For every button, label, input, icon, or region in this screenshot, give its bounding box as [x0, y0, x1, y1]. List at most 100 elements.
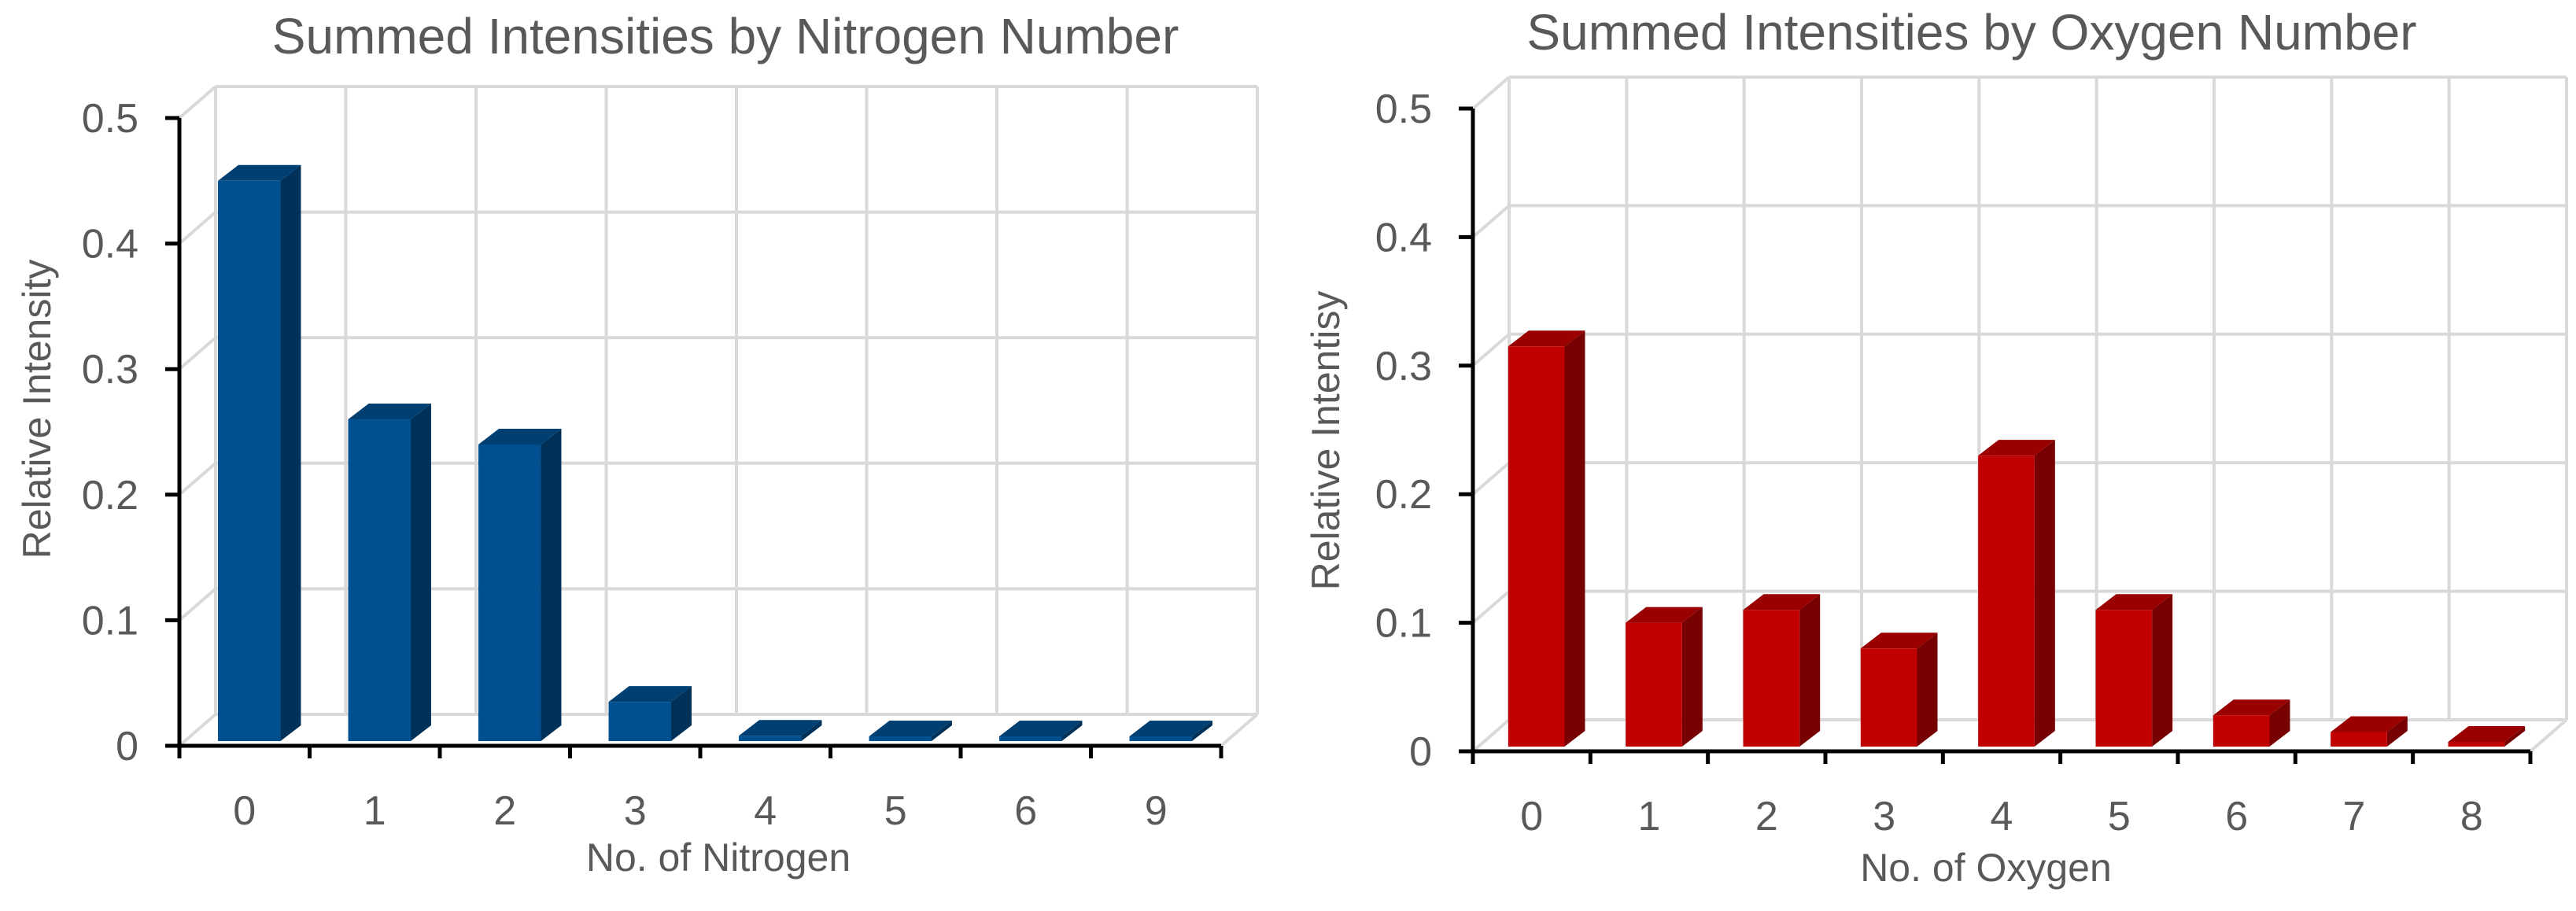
- oxygen-x-axis-label: No. of Oxygen: [1860, 846, 2112, 890]
- bar-top: [999, 721, 1083, 736]
- y-tick-label: 0.1: [1375, 601, 1432, 647]
- y-tick-label: 0.5: [1375, 87, 1432, 132]
- side-wall-gridline: [178, 587, 217, 621]
- bar-side: [1061, 721, 1083, 741]
- oxygen-y-ticks: 0 0.1 0.2 0.3 0.4 0.5: [1375, 87, 1473, 775]
- y-tick-label: 0: [1409, 729, 1432, 775]
- floor-edge: [2529, 718, 2568, 753]
- y-tick-label: 0.4: [1375, 215, 1432, 260]
- x-tick-label: 5: [884, 788, 907, 834]
- bar-top: [1978, 440, 2055, 456]
- oxygen-chart: Summed Intensities by Oxygen Number 0 0.1…: [1304, 4, 2568, 890]
- bar-top: [1743, 594, 1821, 610]
- bar: [1129, 736, 1192, 741]
- floor-edge: [1220, 713, 1259, 747]
- bar: [2448, 742, 2505, 747]
- bar-top: [218, 164, 301, 181]
- side-wall-gridline: [178, 85, 217, 120]
- nitrogen-axes: [177, 118, 1223, 758]
- bar: [1508, 346, 1565, 747]
- bar-side: [2504, 726, 2526, 747]
- bar-side: [410, 404, 431, 741]
- nitrogen-chart-title: Summed Intensities by Nitrogen Number: [272, 8, 1179, 65]
- y-tick-label: 0.5: [82, 96, 138, 142]
- oxygen-x-ticks: 0 1 2 3 4 5 6 7 8: [1520, 794, 2483, 839]
- nitrogen-bars: [218, 164, 1212, 742]
- y-tick-label: 0.1: [82, 598, 138, 644]
- side-wall-gridline: [1471, 204, 1511, 238]
- x-tick-label: 1: [1638, 794, 1661, 839]
- y-tick-label: 0.4: [82, 222, 138, 267]
- bar-top: [739, 720, 822, 736]
- x-tick-label: 7: [2343, 794, 2366, 839]
- oxygen-y-axis-label: Relative Intentisy: [1304, 291, 1348, 591]
- bar-top: [1860, 633, 1938, 649]
- bar: [608, 702, 671, 741]
- bar-top: [2095, 594, 2173, 610]
- bar-side: [670, 686, 692, 741]
- y-tick-label: 0.3: [1375, 344, 1432, 389]
- bar: [1860, 648, 1917, 747]
- side-wall-gridline: [1471, 461, 1511, 496]
- bar-side: [2269, 699, 2290, 747]
- bar-side: [541, 428, 562, 741]
- side-wall-gridline: [178, 462, 217, 496]
- x-tick-label: 8: [2460, 794, 2483, 839]
- bar: [2212, 715, 2270, 747]
- x-tick-label: 3: [624, 788, 647, 834]
- bar: [1978, 456, 2035, 747]
- nitrogen-gridlines: [178, 85, 1259, 747]
- bar-side: [801, 720, 822, 741]
- side-wall-gridline: [1471, 718, 1511, 753]
- bar-top: [608, 686, 692, 703]
- bar-side: [931, 721, 952, 741]
- bar-side: [2152, 594, 2173, 747]
- bar: [218, 180, 281, 742]
- bar-side: [2034, 440, 2055, 747]
- nitrogen-x-ticks: 0 1 2 3 4 5 6 9: [233, 788, 1167, 834]
- x-tick-label: 4: [754, 788, 777, 834]
- nitrogen-chart: Summed Intensities by Nitrogen Number 00…: [15, 8, 1259, 880]
- bar-top: [1508, 330, 1585, 347]
- side-wall-gridline: [178, 211, 217, 245]
- y-tick-label: 0.3: [82, 347, 138, 393]
- x-tick-label: 9: [1145, 788, 1168, 834]
- bar: [478, 444, 541, 741]
- bar: [739, 736, 802, 741]
- nitrogen-y-axis-label: Relative Intensity: [15, 260, 59, 559]
- bar: [1743, 610, 1800, 747]
- x-tick-label: 2: [493, 788, 516, 834]
- x-tick-label: 0: [233, 788, 256, 834]
- x-tick-label: 2: [1755, 794, 1778, 839]
- bar-top: [348, 404, 431, 420]
- bar-top: [1626, 607, 1703, 623]
- bar: [348, 419, 411, 741]
- side-wall-gridline: [1471, 76, 1511, 110]
- bar: [869, 736, 932, 741]
- x-tick-label: 5: [2108, 794, 2131, 839]
- x-tick-label: 6: [2225, 794, 2248, 839]
- x-tick-label: 6: [1014, 788, 1037, 834]
- bar-side: [1799, 594, 1821, 747]
- y-tick-label: 0.2: [1375, 472, 1432, 518]
- side-wall-gridline: [1471, 590, 1511, 625]
- bar-top: [2448, 726, 2526, 742]
- bar: [1626, 622, 1682, 747]
- bar-top: [869, 721, 952, 736]
- bar-top: [478, 428, 562, 444]
- bar: [2095, 610, 2153, 747]
- bar-top: [2331, 716, 2408, 732]
- x-tick-label: 1: [364, 788, 386, 834]
- oxygen-chart-title: Summed Intensities by Oxygen Number: [1526, 4, 2416, 61]
- nitrogen-x-axis-label: No. of Nitrogen: [586, 835, 851, 880]
- x-tick-label: 3: [1873, 794, 1895, 839]
- bar-side: [1681, 607, 1703, 747]
- bar-side: [2386, 716, 2408, 747]
- bar: [999, 736, 1062, 741]
- x-tick-label: 4: [1991, 794, 2013, 839]
- side-wall-gridline: [178, 713, 217, 747]
- x-tick-label: 0: [1520, 794, 1543, 839]
- side-wall-gridline: [1471, 333, 1511, 367]
- bar-side: [1191, 721, 1212, 741]
